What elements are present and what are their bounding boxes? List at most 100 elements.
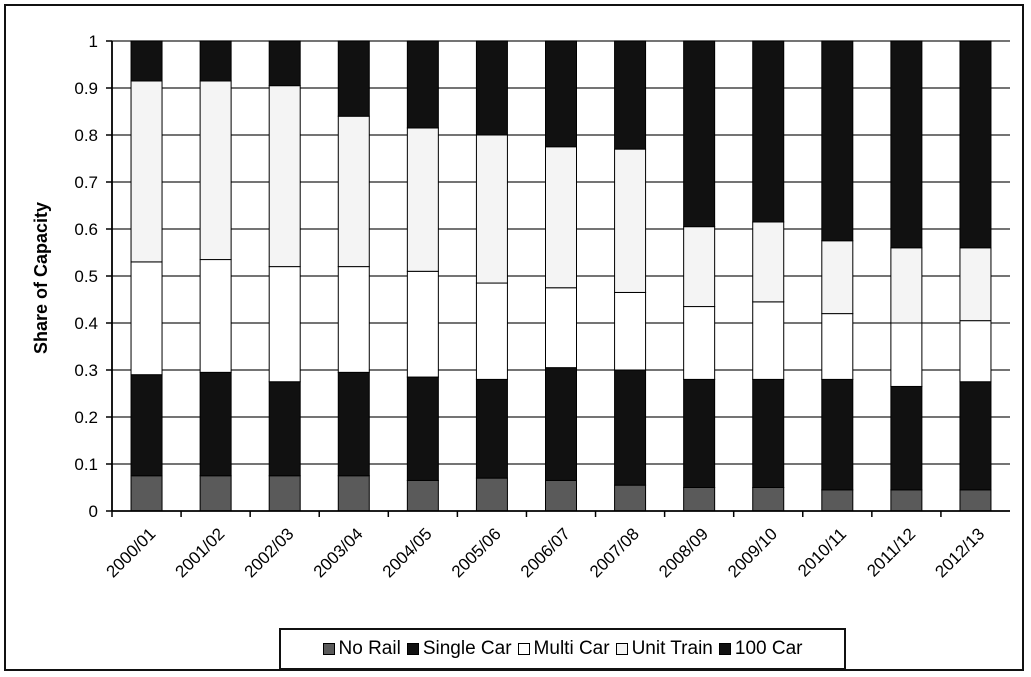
bar-segment-multi-car [337,266,370,373]
legend-item-single-car: Single Car [406,638,512,660]
bar-segment-single-car [130,374,163,477]
bar-segment-no-rail [752,487,785,512]
bar-segment-unit-train [752,221,785,303]
bar-segment-single-car [268,381,301,477]
bar-segment-multi-car [130,261,163,376]
bar-segment-unit-train [821,240,854,315]
bar-segment-100-car [199,40,232,82]
bar-segment-100-car [821,40,854,242]
bar-segment-no-rail [821,489,854,512]
bar-segment-100-car [337,40,370,117]
y-axis-label: Share of Capacity [31,202,51,354]
bar-segment-no-rail [268,475,301,512]
legend-label-single-car: Single Car [422,638,512,659]
bar-segment-single-car [683,378,716,488]
legend-swatch-no-rail [322,643,335,655]
bar-segment-no-rail [959,489,992,512]
y-tick-label: 1 [89,32,98,51]
bar-segment-unit-train [475,134,508,284]
y-tick-label: 0.2 [74,408,98,427]
legend-item-no-rail: No Rail [322,638,401,660]
bar-segment-multi-car [268,266,301,383]
bar-segment-unit-train [959,247,992,322]
bar-segment-multi-car [545,287,577,369]
bar-segment-single-car [199,371,232,477]
y-tick-label: 0.6 [74,220,98,239]
bar-segment-multi-car [752,301,785,380]
bar-segment-100-car [130,40,163,82]
bar-segment-unit-train [268,85,301,268]
x-tick-label: 2009/10 [724,524,781,581]
bar-segment-multi-car [683,306,716,380]
bar-segment-100-car [545,40,577,148]
bar-segment-100-car [614,40,647,150]
bar-segment-100-car [959,40,992,249]
bar-segment-single-car [821,378,854,491]
legend-item-multi-car: Multi Car [517,638,610,660]
bar-segment-no-rail [683,487,716,512]
bar-segment-100-car [268,40,301,87]
bar-segment-unit-train [890,247,923,324]
bar-segment-single-car [890,385,923,491]
y-tick-label: 0.9 [74,79,98,98]
bar-segment-100-car [406,40,439,129]
bar-segment-100-car [752,40,785,223]
bar-segment-multi-car [959,320,992,383]
bar-segment-no-rail [475,477,508,512]
y-tick-label: 0.8 [74,126,98,145]
bar-segment-multi-car [821,313,854,380]
x-tick-label: 2000/01 [102,524,159,581]
x-tick-label: 2001/02 [172,524,229,581]
bar-segment-unit-train [614,148,647,293]
legend-item-unit-train: Unit Train [615,638,713,660]
legend-label-no-rail: No Rail [338,638,401,659]
x-tick-label: 2006/07 [517,524,574,581]
bar-segment-single-car [614,369,647,486]
bar-segment-unit-train [337,115,370,268]
bar-segment-single-car [752,378,785,488]
bar-segment-unit-train [130,80,163,263]
axes [106,40,1010,517]
legend-swatch-100-car [718,643,731,655]
bar-segment-no-rail [130,475,163,512]
bar-segment-100-car [683,40,716,228]
y-tick-label: 0.7 [74,173,98,192]
bars [130,40,992,512]
bar-segment-single-car [406,376,439,481]
chart-frame [4,4,1024,671]
x-tick-label: 2002/03 [241,524,298,581]
x-tick-label: 2004/05 [379,524,436,581]
bar-segment-single-car [337,371,370,477]
bar-segment-multi-car [614,291,647,371]
y-tick-label: 0.4 [74,314,98,333]
x-tick-label: 2011/12 [863,524,919,580]
x-tick-labels: 2000/01 2001/02 2002/03 2003/04 2004/05 2005/… [102,524,988,581]
bar-segment-no-rail [337,475,370,512]
bar-segment-single-car [475,378,508,479]
bar-segment-no-rail [890,489,923,512]
bar-segment-no-rail [545,479,577,512]
bar-segment-single-car [959,381,992,491]
y-tick-labels: 0 0.1 0.2 0.3 0.4 0.5 0.6 0.7 0.8 0.9 1 [74,32,98,521]
bar-segment-unit-train [683,226,716,308]
legend-swatch-unit-train [615,643,628,655]
x-tick-label: 2008/09 [655,524,712,581]
bar-segment-single-car [545,367,577,481]
bar-segment-no-rail [614,484,647,512]
bar-segment-no-rail [406,479,439,512]
bar-segment-100-car [475,40,508,136]
legend-label-100-car: 100 Car [734,638,803,659]
bar-segment-no-rail [199,475,232,512]
x-tick-label: 2010/11 [794,524,850,580]
bar-segment-multi-car [406,270,439,378]
x-tick-label: 2007/08 [586,524,643,581]
legend-swatch-single-car [406,643,419,655]
y-tick-label: 0.1 [74,455,98,474]
x-tick-label: 2003/04 [310,524,367,581]
y-tick-label: 0.3 [74,361,98,380]
y-tick-label: 0.5 [74,267,98,286]
x-tick-label: 2012/13 [931,524,988,581]
bar-segment-unit-train [545,146,577,289]
legend-swatch-multi-car [517,643,530,655]
